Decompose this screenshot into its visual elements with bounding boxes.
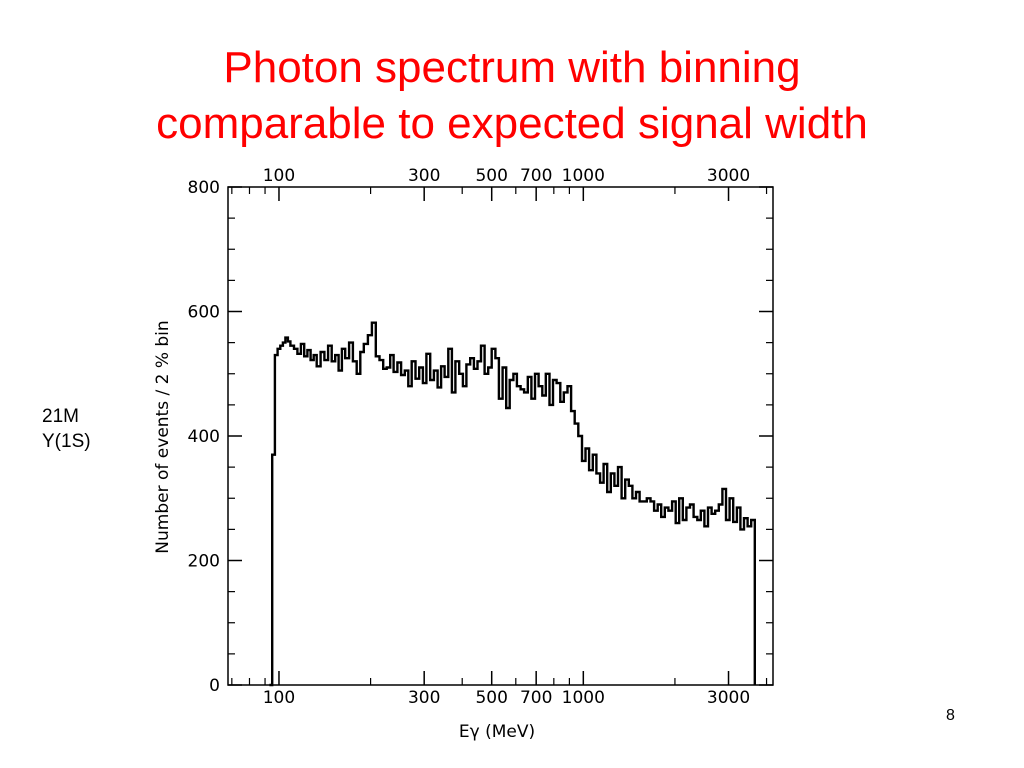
histogram-line: [269, 321, 756, 687]
x-tick-label-bottom: 3000: [707, 688, 750, 708]
x-tick-label-bottom: 300: [408, 688, 440, 708]
x-tick-label-bottom: 1000: [562, 688, 605, 708]
y-axis-label: Number of events / 2 % bin: [153, 320, 173, 553]
dataset-note-line-1: 21M: [42, 406, 79, 427]
x-tick-label-top: 1000: [562, 166, 605, 186]
x-axis-label: Eγ (MeV): [459, 722, 535, 742]
series-layer: [269, 321, 756, 687]
x-tick-label-top: 100: [263, 166, 295, 186]
slide-title-line-2: comparable to expected signal width: [156, 99, 868, 148]
page-number: 8: [946, 707, 955, 724]
x-tick-label-bottom: 500: [475, 688, 507, 708]
x-tick-label-top: 300: [408, 166, 440, 186]
axes: [227, 186, 774, 686]
y-tick-label: 200: [188, 552, 220, 572]
tick-labels: 0 200 400 600 800 100 100 300 300 500 500 700 700 100…: [188, 166, 751, 708]
x-tick-label-top: 3000: [707, 166, 750, 186]
plot-frame: [227, 186, 774, 686]
dataset-note: 21M Y(1S): [42, 404, 91, 454]
x-tick-label-bottom: 700: [520, 688, 552, 708]
slide-title: Photon spectrum with binning comparable …: [0, 40, 1024, 152]
y-tick-label: 800: [188, 178, 220, 198]
x-tick-label-top: 700: [520, 166, 552, 186]
slide-title-line-1: Photon spectrum with binning: [223, 43, 801, 92]
dataset-note-line-2: Y(1S): [42, 431, 91, 452]
y-tick-label: 0: [209, 676, 220, 696]
x-tick-label-bottom: 100: [263, 688, 295, 708]
axis-ticks: [228, 186, 773, 686]
x-tick-label-top: 500: [475, 166, 507, 186]
y-tick-label: 400: [188, 427, 220, 447]
y-tick-label: 600: [188, 303, 220, 323]
